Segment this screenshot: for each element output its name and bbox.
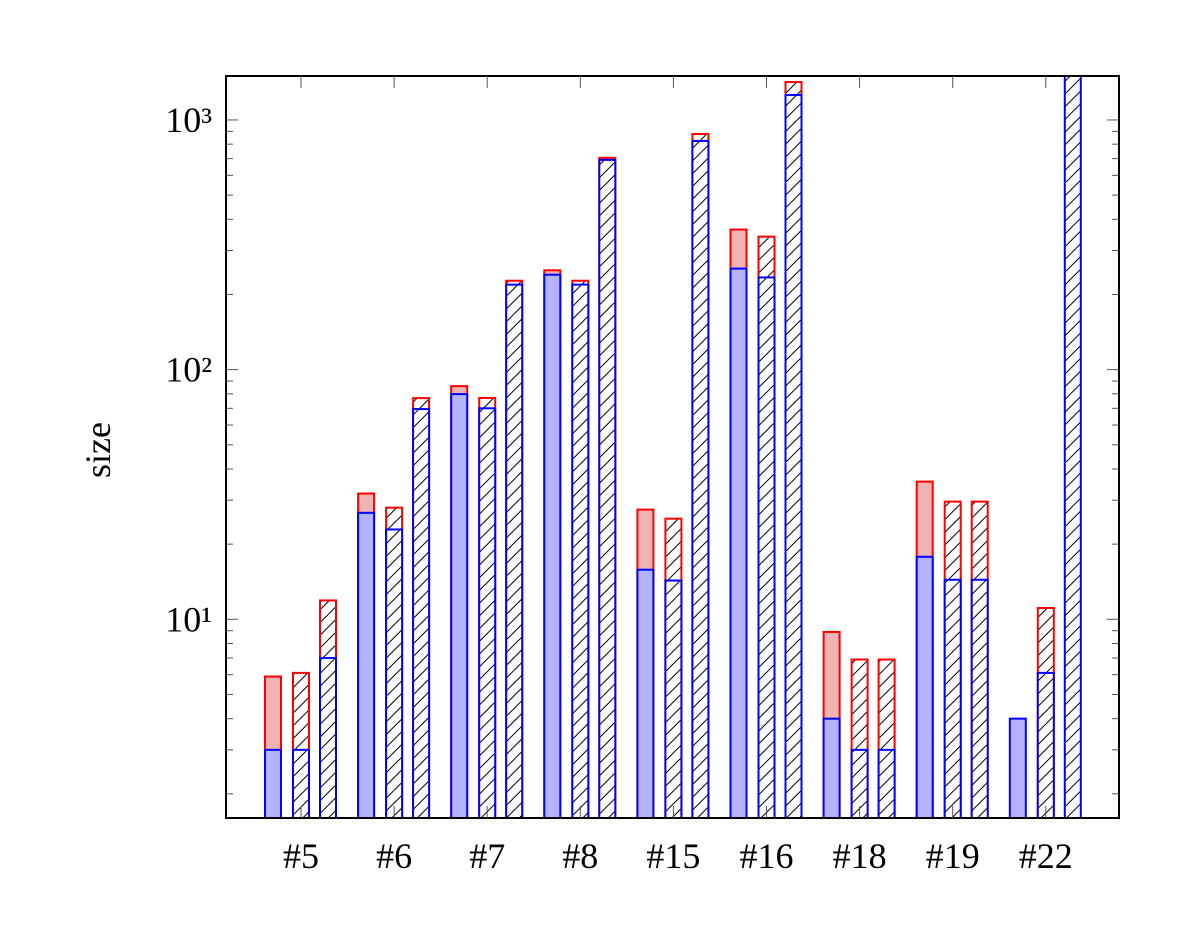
bar — [784, 93, 803, 818]
bar — [598, 158, 617, 818]
bar — [478, 407, 497, 818]
x-tick-label: #19 — [926, 836, 980, 876]
bar — [757, 276, 776, 818]
x-tick-label: #22 — [1019, 836, 1073, 876]
x-tick-label: #8 — [562, 836, 598, 876]
bar — [505, 283, 524, 818]
bar — [292, 748, 310, 818]
bar — [915, 555, 934, 818]
x-tick-label: #5 — [283, 836, 319, 876]
bar — [877, 748, 896, 818]
bar — [822, 717, 841, 818]
bar — [543, 273, 562, 818]
bar — [450, 393, 469, 818]
x-tick-label: #18 — [833, 836, 887, 876]
x-tick-label: #7 — [469, 836, 505, 876]
y-tick-label: 10³ — [165, 100, 212, 140]
x-tick-label: #6 — [376, 836, 412, 876]
y-axis-label: size — [78, 422, 118, 478]
bar — [357, 511, 376, 818]
bar — [1063, 76, 1082, 818]
y-tick-label: 10² — [165, 350, 212, 390]
bar — [571, 283, 590, 818]
bar — [664, 579, 683, 818]
bar — [385, 528, 404, 818]
bar — [691, 139, 710, 818]
bar — [970, 578, 989, 818]
bar — [412, 408, 431, 818]
bar — [636, 568, 655, 818]
bar — [1036, 671, 1055, 818]
bar — [729, 267, 748, 818]
bar — [943, 578, 962, 818]
plot-frame — [225, 75, 1120, 819]
bar — [850, 748, 869, 818]
bar — [319, 656, 337, 818]
bar — [1008, 717, 1027, 818]
bar — [264, 748, 282, 818]
y-tick-label: 10¹ — [165, 599, 212, 639]
x-tick-label: #16 — [740, 836, 794, 876]
bars — [264, 76, 1082, 818]
x-tick-label: #15 — [646, 836, 700, 876]
